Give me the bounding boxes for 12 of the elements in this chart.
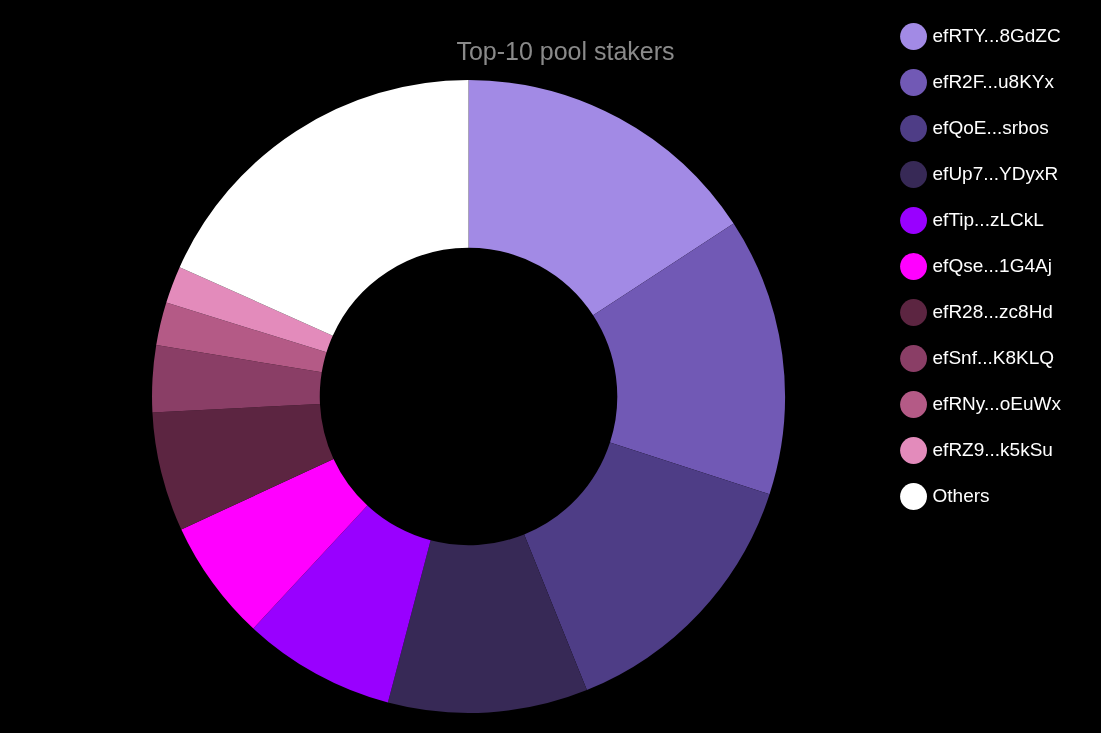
legend-label: efTip...zLCkL	[932, 208, 1044, 230]
legend-label: efQoE...srbos	[932, 116, 1049, 138]
legend-label: efR2F...u8KYx	[932, 70, 1055, 92]
text: Top-10 pool stakers	[456, 36, 675, 65]
legend-label: efSnf...K8KLQ	[932, 346, 1055, 368]
legend-label: efRTY...8GdZC	[932, 24, 1061, 46]
legend-label: efRZ9...k5kSu	[932, 438, 1053, 460]
legend-label: efR28...zc8Hd	[932, 300, 1053, 322]
legend-label: Others	[932, 484, 990, 506]
legend-label: efUp7...YDyxR	[932, 162, 1059, 184]
legend-label: efQse...1G4Aj	[932, 254, 1052, 276]
legend-label: efRNy...oEuWx	[932, 392, 1062, 414]
